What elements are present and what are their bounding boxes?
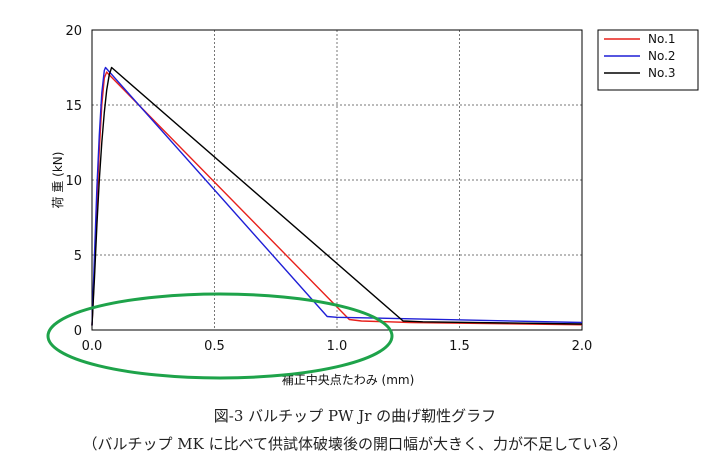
highlight-ellipse (46, 292, 394, 380)
legend-label: No.2 (648, 49, 676, 63)
figure-caption: 図-3 バルチップ PW Jr の曲げ靭性グラフ (213, 407, 497, 425)
x-tick-label: 0.0 (82, 339, 103, 354)
plot-frame (91, 29, 583, 331)
legend-label: No.3 (648, 66, 676, 80)
y-tick-label: 0 (74, 324, 82, 339)
grid (92, 30, 582, 330)
x-tick-label: 1.5 (449, 339, 470, 354)
y-tick-label: 5 (74, 249, 82, 264)
y-tick-label: 10 (65, 174, 82, 189)
legend: No.1 No.2 No.3 (597, 29, 699, 91)
legend-box (597, 29, 699, 91)
y-axis-label: 荷 重 (kN) (51, 152, 65, 209)
x-tick-label: 1.0 (327, 339, 348, 354)
y-tick-label: 15 (65, 99, 82, 114)
bending-toughness-chart: 0.0 0.5 1.0 1.5 2.0 0 5 10 15 20 荷 重 (kN) 補正中央点たわ… (46, 24, 699, 387)
series-lines (91, 66, 583, 326)
y-tick-label: 20 (65, 24, 82, 39)
legend-label: No.1 (648, 32, 676, 46)
series-line-no2 (91, 66, 583, 326)
x-tick-label: 0.5 (204, 339, 225, 354)
tick-labels: 0.0 0.5 1.0 1.5 2.0 0 5 10 15 20 (65, 24, 592, 354)
series-line-no3 (91, 66, 583, 326)
figure-subcaption: （バルチップ MK に比べて供試体破壊後の開口幅が大きく、力が不足している） (82, 435, 628, 453)
x-axis-label: 補正中央点たわみ (mm) (282, 372, 415, 387)
x-tick-label: 2.0 (572, 339, 593, 354)
